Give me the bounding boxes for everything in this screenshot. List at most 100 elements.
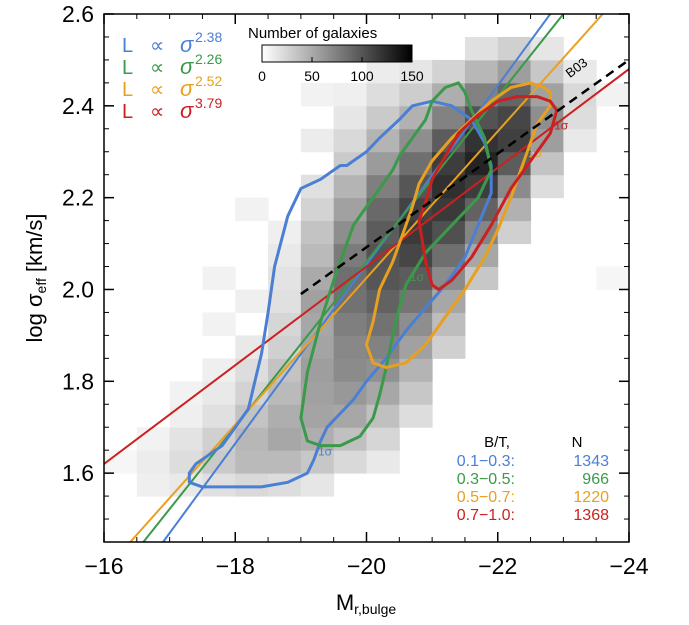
contour-label: 1σ — [318, 444, 333, 458]
axis-ticks: −16 −18 −20 −22 −24 1.6 1.8 2.0 2.2 2.4 2.6 — [62, 1, 649, 579]
density-cell — [366, 450, 400, 474]
density-cell — [399, 59, 433, 84]
bt-header: B/T, — [484, 434, 510, 451]
fit-legend-prefix: L — [122, 57, 133, 79]
density-cell — [366, 128, 400, 153]
bt-range: 0.5−0.7: — [457, 489, 515, 506]
fit-legend-exponent: 2.38 — [195, 29, 222, 45]
density-cell — [366, 220, 400, 245]
fit-legend-base: σ — [180, 76, 194, 101]
colorbar-tick-label: 150 — [400, 68, 424, 84]
density-cell — [300, 473, 335, 497]
fit-line — [162, 14, 552, 542]
density-cell — [300, 266, 335, 290]
density-cell — [136, 473, 171, 497]
density-cell — [300, 243, 335, 268]
density-cell — [366, 105, 400, 130]
density-cell — [366, 381, 400, 405]
density-cell — [563, 82, 597, 107]
density-cell — [268, 450, 302, 474]
contour-1sigma — [187, 99, 493, 489]
density-cell — [399, 404, 433, 428]
density-cell — [300, 197, 335, 222]
bt-count: 966 — [582, 471, 609, 488]
density-cell — [366, 82, 400, 107]
density-cell — [464, 128, 499, 153]
bt-range: 0.7−1.0: — [457, 507, 515, 524]
density-cell — [399, 174, 433, 199]
y-tick-label: 2.2 — [62, 185, 94, 211]
density-cell — [235, 473, 269, 497]
density-cell — [235, 404, 269, 428]
fit-legend-base: σ — [180, 98, 194, 123]
density-cell — [432, 243, 466, 268]
fit-legend-symbol: ∝ — [150, 101, 164, 123]
fit-legend-exponent: 3.79 — [195, 95, 222, 111]
density-cell — [432, 82, 466, 107]
density-cell — [300, 174, 335, 199]
density-cell — [202, 266, 236, 290]
density-cell — [333, 312, 367, 336]
density-cell — [235, 289, 269, 313]
density-cell — [268, 266, 302, 290]
density-cell — [366, 289, 400, 313]
bt-count: 1220 — [573, 489, 609, 506]
fit-legend-prefix: L — [122, 79, 133, 101]
fit-legend-entry: L ∝ σ 2.26 — [122, 51, 222, 79]
x-tick-label: −20 — [347, 553, 386, 579]
fit-legend-symbol: ∝ — [150, 79, 164, 101]
fit-legend-exponent: 2.52 — [195, 73, 222, 89]
colorbar: Number of galaxies 0 50 100 150 — [248, 25, 424, 84]
bt-count: 1368 — [573, 507, 609, 524]
colorbar-ticks: 0 50 100 150 — [258, 57, 424, 84]
density-cell — [366, 404, 400, 428]
density-cell — [464, 174, 499, 199]
density-cell — [169, 404, 203, 428]
density-cell — [202, 358, 236, 382]
density-cell — [399, 151, 433, 176]
density-cell — [333, 105, 367, 130]
fit-legend-base: σ — [180, 32, 194, 57]
density-cell — [333, 289, 367, 313]
x-tick-label: −16 — [84, 553, 123, 579]
y-tick-label: 2.4 — [62, 93, 94, 119]
density-cell — [333, 450, 367, 474]
density-cell — [432, 105, 466, 130]
density-map — [104, 36, 629, 497]
density-cell — [104, 450, 138, 474]
density-cell — [399, 358, 433, 382]
density-cell — [202, 404, 236, 428]
fit-legend-prefix: L — [122, 101, 133, 123]
contour-1sigma — [299, 81, 493, 448]
density-cell — [300, 404, 335, 428]
density-cell — [268, 312, 302, 336]
bt-legend: B/T, N 0.1−0.3: 1343 0.3−0.5: 966 0.5−0.7: 12… — [457, 434, 609, 524]
density-cell — [333, 335, 367, 359]
colorbar-tick-label: 100 — [350, 68, 374, 84]
colorbar-title: Number of galaxies — [248, 25, 377, 42]
contour-label: 1σ — [554, 118, 569, 132]
x-tick-label: −22 — [478, 553, 517, 579]
density-cell — [596, 82, 629, 107]
density-cell — [530, 128, 564, 153]
fit-line — [142, 14, 565, 542]
fit-legend-symbol: ∝ — [150, 57, 164, 79]
fit-legend: L ∝ σ 2.38L ∝ σ 2.26L ∝ σ 2.52L ∝ σ 3.79 — [122, 29, 222, 123]
x-tick-label: −24 — [609, 553, 648, 579]
density-cell — [300, 82, 335, 107]
density-cell — [464, 36, 499, 61]
density-cell — [432, 59, 466, 84]
density-cell — [136, 427, 171, 451]
density-cell — [563, 59, 597, 84]
density-cell — [333, 82, 367, 107]
density-cell — [235, 427, 269, 451]
density-cell — [563, 105, 597, 130]
density-cell — [333, 197, 367, 222]
bt-count: 1343 — [573, 453, 609, 470]
density-cell — [366, 59, 400, 84]
density-cell — [530, 36, 564, 61]
density-cell — [366, 197, 400, 222]
density-cell — [235, 450, 269, 474]
density-cell — [202, 381, 236, 405]
fit-legend-entry: L ∝ σ 2.52 — [122, 73, 222, 101]
